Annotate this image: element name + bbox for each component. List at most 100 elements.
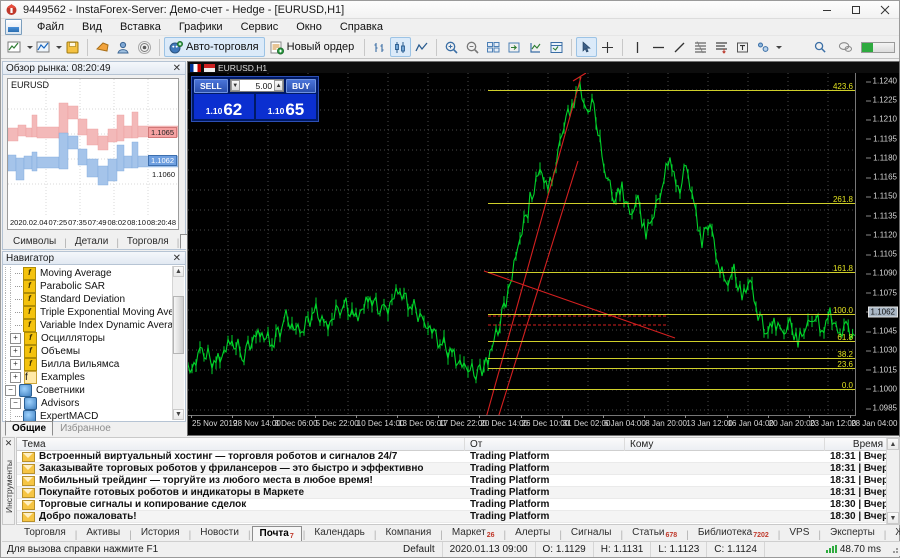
table-row[interactable]: Встроенный виртуальный хостинг — торговл… [17,451,899,463]
column-to[interactable]: Кому [625,438,825,451]
new-order-button[interactable]: Новый ордер [265,37,361,57]
shapes-dropdown-icon[interactable] [776,45,783,49]
text-label-icon[interactable] [711,37,732,57]
templates-icon[interactable] [546,37,567,57]
line-chart-icon[interactable] [411,37,432,57]
chart-profiles-dropdown-icon[interactable] [56,45,62,49]
shift-end-icon[interactable] [504,37,525,57]
mail-scroll-up-icon[interactable]: ▲ [887,438,899,450]
menu-view[interactable]: Вид [82,21,102,33]
chart-window[interactable]: EURUSD,H1 [187,61,900,436]
navigator-item-6[interactable]: + f Объемы [3,345,185,358]
terminal-tab-компания[interactable]: Компания [377,525,439,541]
terminal-tab-журнал[interactable]: Журнал [887,525,900,541]
column-subject[interactable]: Тема [17,438,465,451]
auto-trading-button[interactable]: Авто-торговля [164,37,265,57]
market-watch-close-icon[interactable]: ✕ [172,62,181,74]
zoom-out-icon[interactable] [462,37,483,57]
navigator-item-9[interactable]: − Советники [3,384,185,397]
time-axis[interactable]: 25 Nov 2019 28 Nov 14:00 3 Dec 06:00 5 Dec … [188,415,897,435]
tick-chart[interactable]: EURUSD 1.1065 1.1062 1.1060 2020.02.04 0… [7,78,179,230]
terminal-tab-активы[interactable]: Активы [78,525,128,541]
chart-profiles-icon[interactable] [33,37,54,57]
terminal-tab-эксперты[interactable]: Эксперты [822,525,883,541]
table-row[interactable]: Торговые сигналы и копирование сделок Tra… [17,499,899,511]
navigator-icon[interactable] [113,37,134,57]
tree-expander-icon[interactable]: − [10,398,21,409]
scroll-down-icon[interactable]: ▼ [173,409,184,420]
new-chart-dropdown-icon[interactable] [27,45,33,49]
tree-expander-icon[interactable]: − [5,385,16,396]
save-icon[interactable] [62,37,83,57]
terminal-close-icon[interactable]: ✕ [4,438,13,448]
buy-price[interactable]: 1.10 65 [256,94,316,119]
vertical-line-icon[interactable] [627,37,648,57]
terminal-tab-vps[interactable]: VPS [781,525,817,541]
search-icon[interactable] [810,37,830,57]
horizontal-line-icon[interactable] [648,37,669,57]
menu-charts[interactable]: Графики [178,21,223,33]
table-row[interactable]: Покупайте готовых роботов и индикаторы в… [17,487,899,499]
terminal-tab-алерты[interactable]: Алерты [507,525,558,541]
column-time[interactable]: Время [852,438,883,450]
navigator-scrollbar[interactable]: ▲ ▼ [172,266,184,420]
sell-button[interactable]: SELL [194,78,228,93]
terminal-tab-новости[interactable]: Новости [192,525,247,541]
menu-window[interactable]: Окно [296,21,322,33]
navigator-item-5[interactable]: + f Осцилляторы [3,332,185,345]
tree-expander-icon[interactable]: + [10,333,21,344]
tab-favorites[interactable]: Избранное [60,423,111,434]
signals-icon[interactable] [134,37,155,57]
terminal-tab-сигналы[interactable]: Сигналы [563,525,620,541]
navigator-close-icon[interactable]: ✕ [172,252,181,264]
maximize-button[interactable] [841,1,870,19]
tile-windows-icon[interactable] [483,37,504,57]
table-row[interactable]: Заказывайте торговых роботов у фрилансер… [17,463,899,475]
buy-button[interactable]: BUY [286,78,316,93]
menu-insert[interactable]: Вставка [119,21,161,33]
volume-stepper[interactable]: ▼ 5.00 ▲ [229,79,285,92]
terminal-tab-почта[interactable]: Почта 7 [251,526,302,542]
fibonacci-icon[interactable] [690,37,711,57]
trendline-icon[interactable] [669,37,690,57]
terminal-tab-календарь[interactable]: Календарь [306,525,372,541]
terminal-tab-маркет[interactable]: Маркет 26 [444,525,503,541]
terminal-tab-статьи[interactable]: Статьи 678 [624,525,685,541]
close-button[interactable] [870,1,899,19]
navigator-item-4[interactable]: f Variable Index Dynamic Average [3,319,185,332]
navigator-item-7[interactable]: + f Билла Вильямса [3,358,185,371]
mail-scrollbar[interactable]: ▲ ▼ [886,438,899,524]
tab-details[interactable]: Детали [74,236,109,247]
navigator-item-2[interactable]: f Standard Deviation [3,293,185,306]
scroll-up-icon[interactable]: ▲ [173,266,184,277]
mail-table[interactable]: Тема От Кому Время Встроенный виртуальны… [16,437,900,525]
tab-common[interactable]: Общие [5,421,54,436]
chat-icon[interactable] [835,37,856,57]
navigator-item-10[interactable]: − Advisors [3,397,185,410]
volume-decrease-icon[interactable]: ▼ [230,80,240,91]
tree-expander-icon[interactable]: + [10,359,21,370]
terminal-tab-история[interactable]: История [133,525,188,541]
navigator-item-0[interactable]: f Moving Average [3,267,185,280]
volume-increase-icon[interactable]: ▲ [274,80,284,91]
navigator-item-1[interactable]: f Parabolic SAR [3,280,185,293]
table-row[interactable]: Добро пожаловать! Trading Platform 18:30 |… [17,511,899,523]
tab-trading[interactable]: Торговля [126,236,169,247]
resize-grip-icon[interactable] [888,543,900,555]
crosshair-icon[interactable] [597,37,618,57]
chart-symbol-label[interactable]: EURUSD,H1 [218,62,268,73]
sell-price[interactable]: 1.10 62 [194,94,254,119]
navigator-tree[interactable]: f Moving Average f Parabolic SAR f Standard D… [2,264,186,422]
new-chart-icon[interactable] [4,37,25,57]
shapes-icon[interactable] [753,37,774,57]
connection-status-indicator[interactable] [861,41,895,53]
mail-scroll-down-icon[interactable]: ▼ [887,512,899,524]
menu-help[interactable]: Справка [339,21,383,33]
terminal-tab-библиотека[interactable]: Библиотека 7202 [690,525,777,541]
indicators-icon[interactable] [525,37,546,57]
navigator-item-8[interactable]: + f Examples [3,371,185,384]
tab-symbols[interactable]: Символы [13,236,57,247]
column-from[interactable]: От [465,438,625,451]
cursor-icon[interactable] [576,37,598,57]
navigator-item-11[interactable]: ExpertMACD [3,410,185,421]
